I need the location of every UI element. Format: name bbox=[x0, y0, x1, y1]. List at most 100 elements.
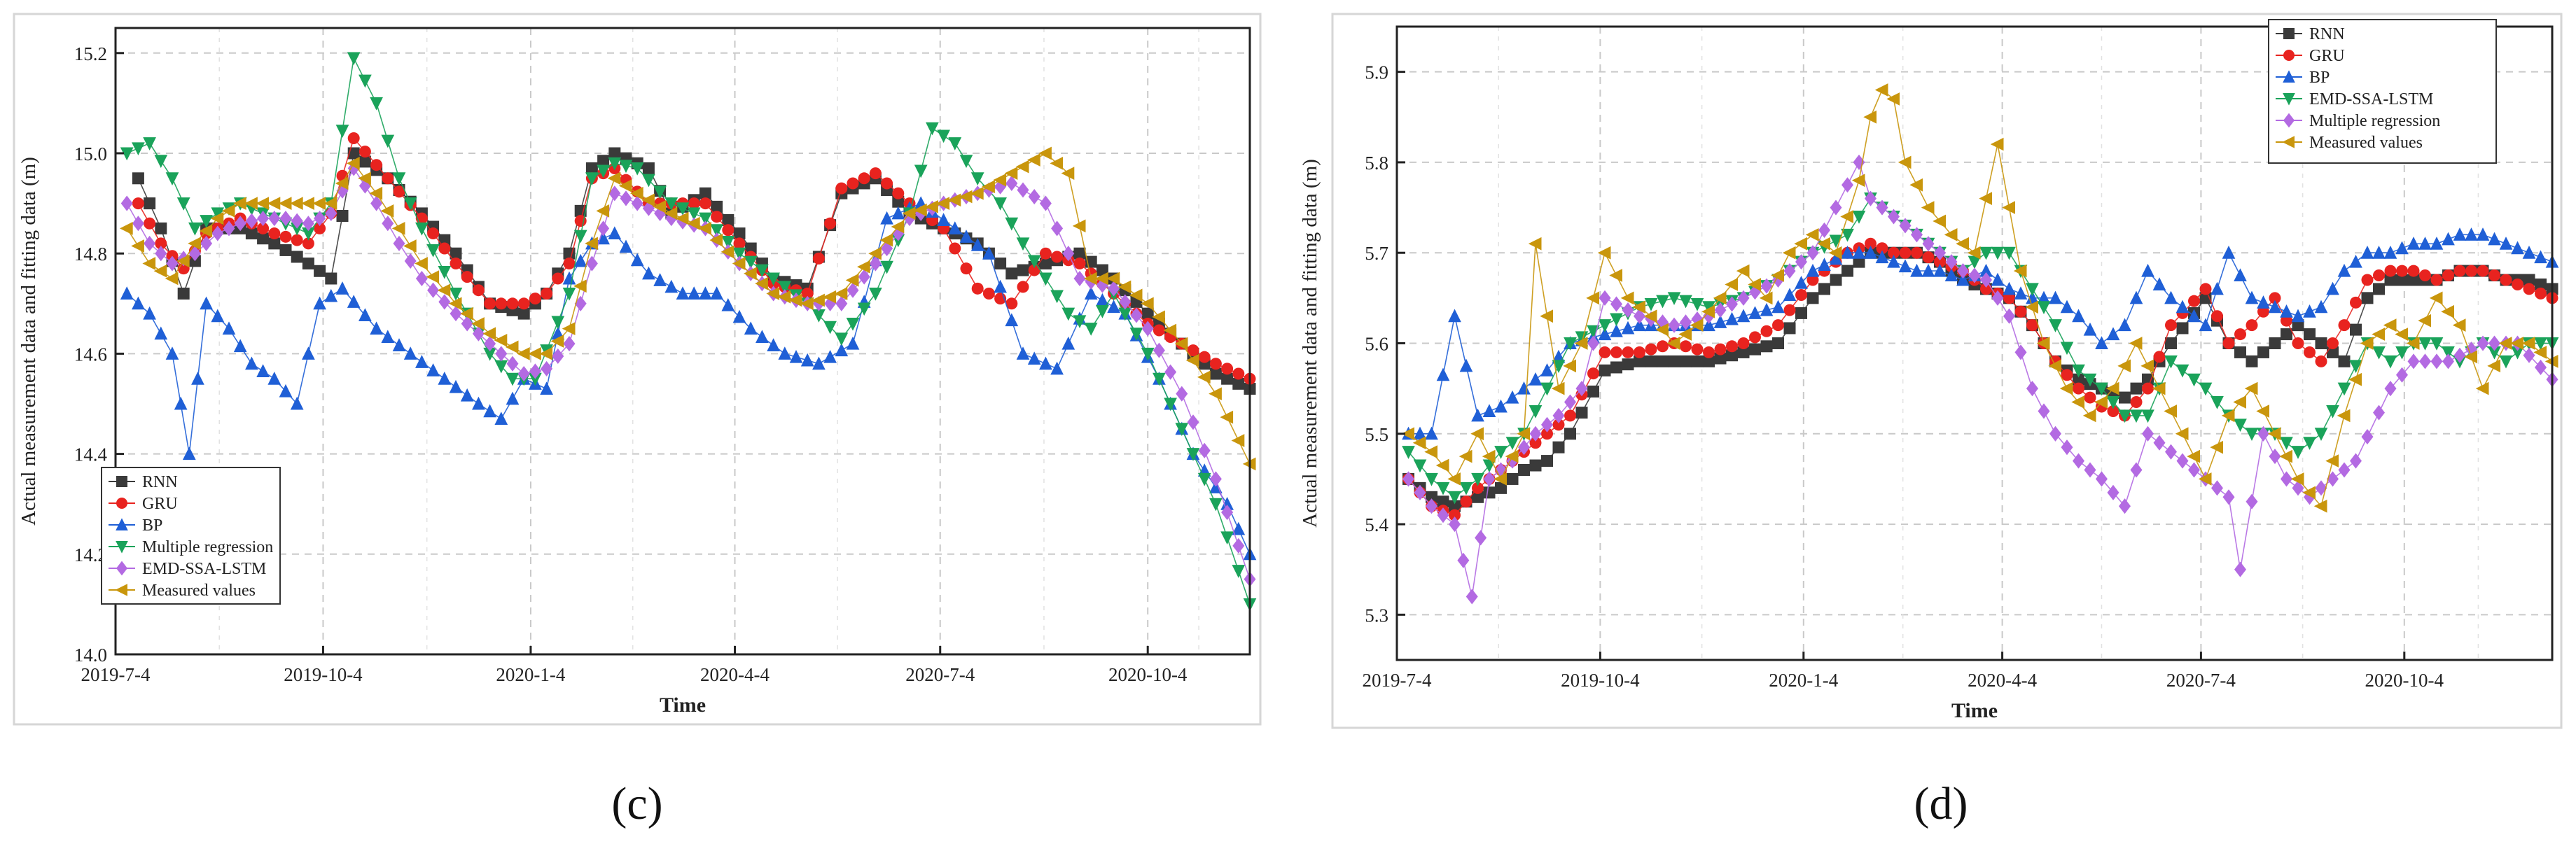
data-point bbox=[2141, 263, 2154, 277]
data-point bbox=[144, 235, 156, 251]
data-point bbox=[2234, 328, 2246, 341]
data-point bbox=[1760, 340, 1773, 353]
data-point bbox=[925, 200, 938, 213]
data-point bbox=[2418, 337, 2432, 351]
data-point bbox=[2107, 484, 2119, 500]
data-point bbox=[245, 356, 258, 370]
data-point bbox=[2106, 396, 2120, 409]
data-point bbox=[744, 321, 758, 335]
data-point bbox=[2269, 337, 2281, 349]
data-point bbox=[1528, 237, 1542, 251]
data-point bbox=[2395, 328, 2408, 341]
data-point bbox=[631, 195, 643, 211]
data-point bbox=[1921, 201, 1935, 214]
data-point bbox=[800, 297, 814, 311]
data-point bbox=[721, 297, 735, 311]
data-point bbox=[1402, 471, 1414, 487]
data-point bbox=[2245, 290, 2259, 304]
data-point bbox=[2117, 359, 2131, 373]
data-point bbox=[1096, 293, 1109, 307]
data-point bbox=[2107, 405, 2119, 417]
legend-label: EMD-SSA-LSTM bbox=[142, 560, 266, 578]
data-point bbox=[2361, 292, 2374, 304]
data-point bbox=[881, 240, 893, 257]
data-point bbox=[585, 237, 598, 251]
data-point bbox=[392, 338, 406, 351]
data-point bbox=[1783, 322, 1796, 335]
data-point bbox=[2465, 265, 2477, 277]
data-point bbox=[1634, 308, 1645, 324]
data-point bbox=[1655, 323, 1669, 337]
data-point bbox=[1164, 364, 1177, 380]
data-point bbox=[1483, 471, 1496, 487]
data-point bbox=[608, 185, 621, 202]
data-point bbox=[517, 307, 530, 320]
data-point bbox=[1795, 276, 1808, 289]
data-point bbox=[2304, 346, 2316, 358]
data-point bbox=[1853, 154, 1865, 170]
data-point bbox=[154, 326, 168, 340]
data-point bbox=[2267, 427, 2281, 441]
data-point bbox=[1876, 242, 1888, 255]
data-point bbox=[2222, 489, 2235, 505]
data-point bbox=[2003, 246, 2016, 260]
data-point bbox=[789, 349, 803, 363]
data-point bbox=[2014, 286, 2028, 300]
data-point bbox=[2165, 444, 2177, 460]
data-point bbox=[1610, 361, 1622, 374]
data-point bbox=[381, 134, 395, 148]
data-point bbox=[153, 264, 167, 278]
data-point bbox=[1209, 367, 1222, 380]
data-point bbox=[1795, 307, 1807, 319]
data-point bbox=[835, 295, 848, 311]
data-point bbox=[641, 193, 655, 207]
data-point bbox=[2442, 353, 2454, 370]
data-point bbox=[200, 296, 213, 310]
data-point bbox=[2372, 328, 2385, 341]
data-point bbox=[552, 272, 564, 285]
data-point bbox=[994, 258, 1007, 270]
data-point bbox=[596, 204, 610, 218]
data-point bbox=[347, 52, 361, 66]
data-point bbox=[1818, 222, 1830, 238]
data-point bbox=[744, 242, 757, 255]
data-point bbox=[1957, 263, 1969, 279]
data-point bbox=[1783, 263, 1796, 279]
data-point bbox=[2521, 337, 2535, 350]
data-point bbox=[2406, 337, 2420, 350]
data-point bbox=[2429, 291, 2443, 305]
data-point bbox=[654, 205, 667, 221]
data-point bbox=[1004, 167, 1018, 180]
data-point bbox=[1153, 372, 1166, 386]
data-point bbox=[2315, 480, 2327, 496]
data-point bbox=[699, 197, 711, 210]
data-point bbox=[2395, 241, 2409, 255]
x-tick-label: 2019-10-4 bbox=[284, 664, 363, 685]
data-point bbox=[699, 286, 712, 300]
data-point bbox=[1667, 292, 1681, 306]
data-point bbox=[291, 251, 303, 263]
data-point bbox=[1198, 351, 1211, 363]
data-point bbox=[891, 220, 905, 234]
data-point bbox=[971, 282, 984, 295]
data-point bbox=[2187, 449, 2200, 463]
y-tick-label: 14.8 bbox=[74, 244, 107, 265]
data-point bbox=[1979, 192, 1992, 205]
data-point bbox=[1412, 436, 1426, 450]
data-point bbox=[1841, 228, 1854, 242]
data-point bbox=[278, 197, 292, 210]
data-point bbox=[2141, 409, 2154, 423]
data-point bbox=[1073, 247, 1086, 260]
data-point bbox=[892, 195, 905, 208]
data-point bbox=[1680, 340, 1692, 353]
data-point bbox=[1725, 278, 1738, 291]
data-point bbox=[2037, 301, 2051, 314]
legend-label: BP bbox=[142, 516, 162, 535]
data-point bbox=[1736, 309, 1750, 323]
data-point bbox=[597, 155, 610, 167]
y-tick-label: 5.5 bbox=[1365, 424, 1388, 445]
data-point bbox=[1657, 340, 1669, 353]
data-point bbox=[1209, 387, 1222, 401]
y-tick-label: 14.4 bbox=[74, 444, 108, 465]
data-point bbox=[2049, 290, 2062, 304]
